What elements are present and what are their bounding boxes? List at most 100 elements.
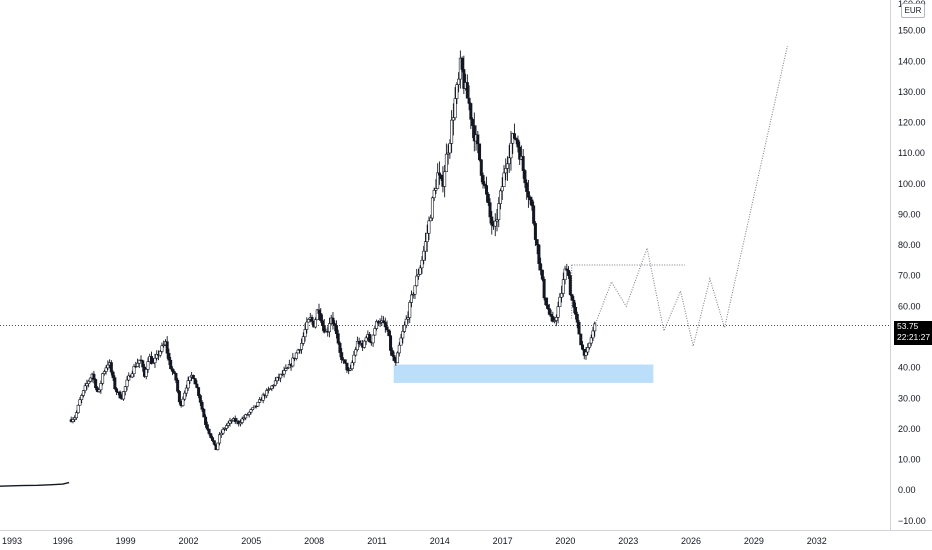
candle-body xyxy=(455,84,459,99)
candle xyxy=(211,435,215,443)
candle-body xyxy=(422,250,426,261)
candle-body xyxy=(567,270,571,276)
candle xyxy=(408,300,412,324)
candle xyxy=(481,172,485,189)
candle-body xyxy=(403,324,407,332)
y-tick-label: 0.00 xyxy=(898,485,916,495)
candle-body xyxy=(334,325,338,335)
bar-countdown: 22:21:27 xyxy=(897,332,931,342)
candle xyxy=(331,311,335,330)
candle-body xyxy=(338,342,342,353)
candle xyxy=(556,301,560,324)
candle-body xyxy=(144,369,148,377)
candle-body xyxy=(102,371,106,374)
candle xyxy=(455,82,459,105)
candle xyxy=(387,329,391,337)
candle xyxy=(368,332,372,343)
candle-body xyxy=(502,172,506,187)
price-axis[interactable]: 150.00 140.00 130.00 120.00 110.00 100.00 90.0… xyxy=(898,0,926,526)
candle xyxy=(486,192,490,206)
candle-body xyxy=(408,302,412,318)
candle-body xyxy=(418,267,422,275)
candle xyxy=(528,195,532,205)
y-tick-label: 150.00 xyxy=(898,26,926,36)
candle-body xyxy=(429,217,433,222)
candle-body xyxy=(186,380,190,389)
candle xyxy=(525,179,529,200)
candle xyxy=(574,302,578,320)
candle-body xyxy=(472,125,476,142)
y-tick-label: 140.00 xyxy=(898,56,926,66)
candle xyxy=(500,177,504,201)
candle xyxy=(123,386,127,396)
candle xyxy=(350,360,354,371)
x-tick-label: 1993 xyxy=(2,536,22,546)
candle-body xyxy=(593,323,597,332)
candle xyxy=(392,351,396,362)
candle-body xyxy=(423,241,427,252)
time-axis[interactable]: 1993 1996 1999 2002 2005 2008 2011 2014 2017 2020… xyxy=(2,536,827,546)
candle-body xyxy=(244,414,248,419)
candle-body xyxy=(153,357,157,364)
candle-body xyxy=(457,78,461,85)
candle-body xyxy=(205,424,209,430)
candle-body xyxy=(275,376,279,382)
candle xyxy=(382,316,386,324)
candle xyxy=(512,123,516,140)
candle xyxy=(497,197,501,228)
candle-body xyxy=(535,239,539,246)
candle xyxy=(80,393,84,404)
candle xyxy=(115,387,119,396)
candle xyxy=(265,388,269,399)
candle xyxy=(483,181,487,189)
candle-body xyxy=(280,373,284,376)
candle xyxy=(315,308,319,321)
candle-body xyxy=(273,380,277,386)
candle xyxy=(537,243,541,271)
candle-body xyxy=(556,306,560,318)
candle-body xyxy=(437,172,441,176)
candle xyxy=(432,187,436,202)
candle-body xyxy=(225,425,229,429)
candle-body xyxy=(507,157,511,165)
candle xyxy=(245,413,249,416)
candle xyxy=(247,411,251,418)
x-tick-label: 2017 xyxy=(493,536,513,546)
candle xyxy=(451,103,455,136)
candle-body xyxy=(355,340,359,351)
candle-body xyxy=(525,182,529,192)
candle xyxy=(530,196,534,211)
candle-body xyxy=(307,319,311,323)
x-tick-label: 2002 xyxy=(178,536,198,546)
candle xyxy=(286,367,290,370)
candle-body xyxy=(533,223,537,240)
candle xyxy=(465,74,469,99)
candle-body xyxy=(218,434,222,444)
candle-body xyxy=(586,347,590,353)
candle-body xyxy=(504,168,508,174)
candle-body xyxy=(272,384,276,387)
candle-body xyxy=(245,414,249,416)
candle xyxy=(399,333,403,346)
candle-body xyxy=(223,428,227,430)
candle-body xyxy=(568,275,572,295)
candle-body xyxy=(322,325,326,333)
early-price-series xyxy=(0,481,70,487)
candle xyxy=(420,256,424,274)
candle-body xyxy=(216,442,220,451)
candle-body xyxy=(125,379,129,387)
candle-body xyxy=(373,328,377,336)
candle xyxy=(450,110,454,153)
currency-label[interactable]: EUR xyxy=(901,3,925,18)
candle xyxy=(113,375,117,391)
candle-body xyxy=(191,374,195,379)
candle xyxy=(198,393,202,406)
candle xyxy=(76,404,80,414)
candle xyxy=(434,179,438,195)
candle-body xyxy=(448,143,452,154)
candle xyxy=(186,376,190,391)
candle xyxy=(425,224,429,252)
candle-body xyxy=(591,330,595,339)
candle xyxy=(436,163,440,189)
